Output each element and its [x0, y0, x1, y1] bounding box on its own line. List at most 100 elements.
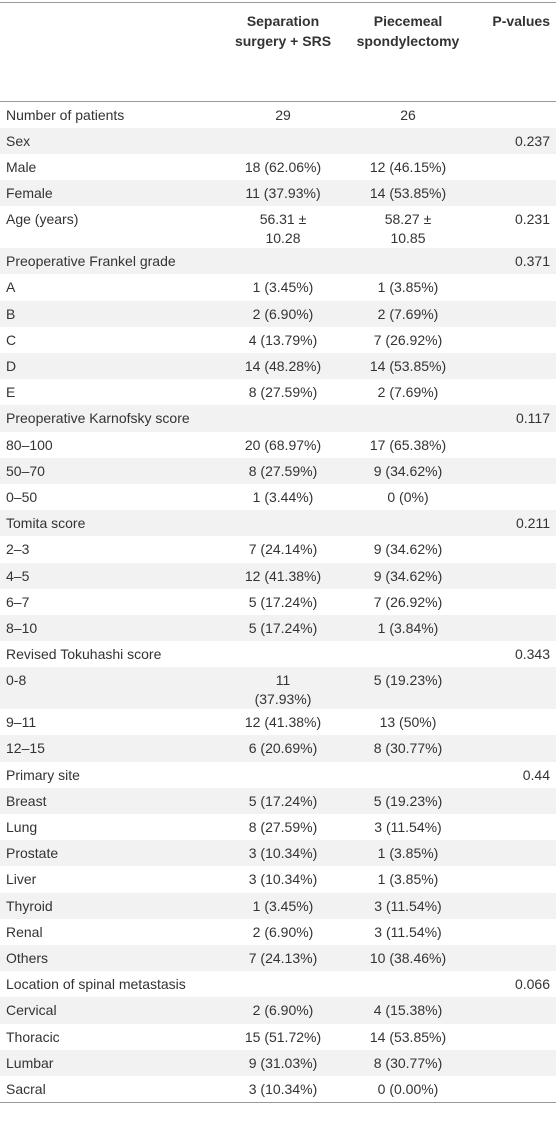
table-cell: 11 (37.93%) [245, 185, 321, 202]
table-cell [476, 536, 556, 562]
row-label: 2–3 [6, 541, 30, 558]
table-cell: 5 (19.23%) [373, 792, 443, 809]
table-cell: 9 (34.62%) [373, 567, 443, 584]
row-label: Location of spinal metastasis [6, 976, 186, 993]
table-cell [340, 641, 476, 667]
table-cell: 20 (68.97%) [244, 436, 322, 453]
table-cell: 1 (3.45%) [252, 897, 314, 914]
row-label: Cervical [6, 1002, 57, 1019]
table-cell: 14 (53.85%) [369, 358, 447, 374]
table-cell: 8 (27.59%) [248, 819, 318, 835]
table-cell: 5 (17.24%) [248, 619, 318, 636]
table-cell: 0.44 [522, 766, 550, 783]
row-label: Sex [6, 132, 31, 149]
table-row: D 14 (48.28%) 14 (53.85%) [0, 353, 556, 380]
table-cell: 1 (3.85%) [377, 845, 439, 862]
table-row: Tomita score 0.211 [0, 510, 556, 537]
table-cell [226, 510, 340, 536]
table-cell [476, 301, 556, 327]
table-row: Renal 2 (6.90%) 3 (11.54%) [0, 919, 556, 945]
table-cell [476, 788, 556, 814]
table-cell: 3 (10.34%) [248, 845, 318, 862]
table-cell: 5 (17.24%) [248, 593, 318, 610]
table-cell [340, 762, 476, 788]
header-row: Separation surgery + SRS Piecemeal spondy… [0, 2, 556, 102]
table-cell: 12 (41.38%) [244, 567, 322, 584]
table-cell [226, 762, 340, 788]
row-label: 8–10 [6, 619, 38, 636]
row-label: 0-8 [6, 672, 27, 689]
table-row: Liver 3 (10.34%) 1 (3.85%) [0, 866, 556, 892]
table-cell: 0.117 [516, 410, 550, 427]
table-cell: 7 (24.13%) [248, 949, 318, 966]
row-label: Breast [6, 792, 47, 809]
table-cell [476, 866, 556, 892]
table-cell [476, 432, 556, 458]
table-row: Lumbar 9 (31.03%) 8 (30.77%) [0, 1049, 556, 1076]
row-label: Renal [6, 923, 43, 940]
table-row: Location of spinal metastasis 0.066 [0, 971, 556, 997]
table-row: Preoperative Frankel grade 0.371 [0, 248, 556, 275]
table-row: Number of patients 29 26 [0, 102, 556, 128]
table-cell [476, 709, 556, 735]
table-cell: 7 (26.92%) [373, 331, 443, 348]
table-cell: 0.211 [516, 515, 550, 532]
row-label: D [6, 358, 17, 374]
table-cell: 2 (6.90%) [252, 923, 314, 940]
table-cell: 0.237 [514, 132, 550, 149]
table-cell [226, 248, 340, 274]
table-row: Age (years) 56.31 ± 10.28 58.27 ± 10.85 0.2… [0, 206, 556, 248]
row-label: Male [6, 158, 37, 175]
table-row: 2–3 7 (24.14%) 9 (34.62%) [0, 536, 556, 562]
table-cell: 0.066 [514, 976, 550, 993]
table-cell: 3 (10.34%) [248, 1080, 318, 1097]
table-body: Number of patients 29 26 Sex 0.237 Male 18 (62… [0, 102, 556, 1103]
table-cell: 7 (24.14%) [248, 541, 318, 558]
table-cell: 1 (3.85%) [377, 279, 439, 296]
row-label: Tomita score [6, 515, 86, 532]
table-cell [476, 1050, 556, 1076]
table-row: E 8 (27.59%) 2 (7.69%) [0, 379, 556, 405]
table-cell: 3 (11.54%) [374, 923, 442, 940]
table-cell: 8 (30.77%) [373, 740, 443, 757]
row-label: 80–100 [6, 436, 53, 453]
table-cell: 9 (34.62%) [373, 462, 443, 479]
table-cell [476, 919, 556, 945]
table-cell [476, 102, 556, 128]
table-row: Female 11 (37.93%) 14 (53.85%) [0, 180, 556, 207]
row-label: Thyroid [6, 897, 53, 914]
table-cell: 0 (0.00%) [377, 1080, 439, 1097]
table-cell [476, 327, 556, 353]
row-label: 12–15 [6, 740, 45, 757]
table-cell [476, 484, 556, 510]
table-cell [476, 840, 556, 866]
table-row: 0-8 11 (37.93%) 5 (19.23%) [0, 667, 556, 710]
row-label: Lung [6, 819, 38, 835]
table-header: Separation surgery + SRS Piecemeal spondy… [0, 2, 556, 102]
table-cell: 7 (26.92%) [373, 593, 443, 610]
row-label: B [6, 305, 16, 322]
table-cell [476, 379, 556, 405]
table-cell [476, 1076, 556, 1102]
row-label: 6–7 [6, 593, 30, 610]
table-cell: 15 (51.72%) [244, 1028, 322, 1045]
data-table: Separation surgery + SRS Piecemeal spondy… [0, 2, 556, 1103]
table-row: Preoperative Karnofsky score 0.117 [0, 405, 556, 432]
table-cell: 6 (20.69%) [248, 740, 318, 757]
table-cell: 13 (50%) [379, 714, 437, 731]
table-cell [476, 274, 556, 300]
row-label: 50–70 [6, 462, 45, 479]
table-cell: 3 (11.54%) [374, 897, 442, 914]
table-row: Cervical 2 (6.90%) 4 (15.38%) [0, 997, 556, 1024]
row-label: Preoperative Karnofsky score [6, 410, 190, 427]
row-label: Preoperative Frankel grade [6, 253, 176, 270]
table-cell [226, 971, 340, 997]
row-label: Revised Tokuhashi score [6, 646, 162, 663]
table-cell [476, 997, 556, 1023]
row-label: Lumbar [6, 1054, 54, 1071]
header-cell: Separation surgery + SRS [234, 13, 332, 49]
table-cell: 9 (31.03%) [248, 1054, 318, 1071]
table-row: 9–11 12 (41.38%) 13 (50%) [0, 709, 556, 735]
table-row: 50–70 8 (27.59%) 9 (34.62%) [0, 457, 556, 484]
table-cell [476, 180, 556, 206]
